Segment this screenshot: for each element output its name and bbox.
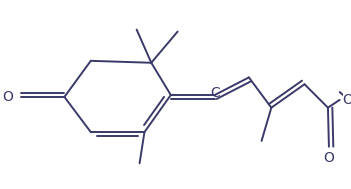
Text: O: O — [324, 151, 335, 165]
Text: O: O — [342, 93, 351, 107]
Text: O: O — [2, 90, 13, 104]
Text: C: C — [210, 86, 220, 100]
